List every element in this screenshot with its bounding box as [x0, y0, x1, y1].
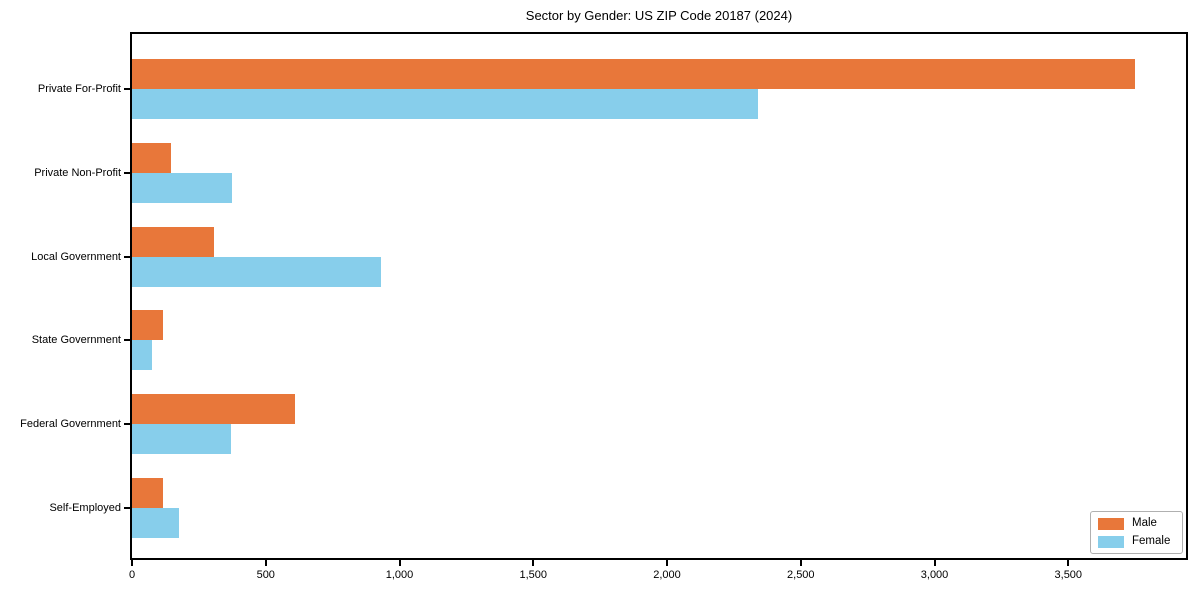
- legend-label-male: Male: [1132, 517, 1157, 529]
- y-tick-mark: [124, 423, 130, 426]
- x-tick-mark: [131, 560, 133, 566]
- x-tick-label-2-500: 2,500: [787, 569, 815, 581]
- bar-male-federal-government: [132, 394, 295, 425]
- bar-female-state-government: [132, 340, 152, 371]
- legend-label-female: Female: [1132, 535, 1171, 547]
- legend-swatch-male: [1098, 517, 1124, 530]
- legend-swatch-female: [1098, 535, 1124, 548]
- legend-entry-male: Male: [1098, 517, 1173, 530]
- y-tick-mark: [124, 339, 130, 342]
- bar-female-private-non-profit: [132, 172, 232, 203]
- x-tick-label-0: 0: [128, 569, 136, 581]
- chart-title: Sector by Gender: US ZIP Code 20187 (202…: [525, 8, 793, 23]
- legend-entry-female: Female: [1098, 535, 1173, 548]
- y-tick-mark: [124, 88, 130, 90]
- y-tick-mark: [124, 507, 130, 509]
- plot-area: [130, 32, 1188, 560]
- x-tick-label-1-000: 1,000: [385, 569, 414, 581]
- bar-male-self-employed: [132, 478, 163, 508]
- y-tick-label-self-employed: Self-Employed: [49, 502, 121, 514]
- y-tick-mark: [124, 255, 130, 258]
- bar-female-self-employed: [132, 508, 179, 538]
- y-tick-label-local-government: Local Government: [31, 250, 121, 263]
- x-tick-mark: [532, 560, 535, 566]
- bar-male-local-government: [132, 226, 214, 257]
- y-tick-label-federal-government: Federal Government: [20, 418, 121, 431]
- x-tick-label-3-000: 3,000: [920, 569, 949, 581]
- x-tick-mark: [799, 560, 802, 566]
- x-tick-label-2-000: 2,000: [653, 569, 681, 581]
- x-tick-label-1-500: 1,500: [519, 569, 548, 581]
- bar-female-federal-government: [132, 424, 231, 455]
- y-tick-label-state-government: State Government: [31, 334, 121, 347]
- y-tick-label-private-non-profit: Private Non-Profit: [34, 166, 121, 179]
- x-tick-mark: [1067, 560, 1070, 566]
- x-tick-mark: [666, 560, 669, 566]
- x-tick-mark: [933, 560, 936, 566]
- bar-female-private-for-profit: [132, 89, 758, 119]
- legend: Male Female: [1090, 511, 1183, 554]
- bar-male-private-for-profit: [132, 59, 1135, 89]
- y-tick-label-private-for-profit: Private For-Profit: [37, 83, 121, 95]
- y-tick-mark: [124, 171, 130, 174]
- x-tick-label-500: 500: [256, 569, 275, 581]
- bar-female-local-government: [132, 256, 381, 287]
- x-tick-label-3-500: 3,500: [1054, 569, 1083, 581]
- bar-male-state-government: [132, 310, 163, 341]
- x-tick-mark: [398, 560, 401, 566]
- x-tick-mark: [264, 560, 267, 566]
- bar-male-private-non-profit: [132, 142, 171, 173]
